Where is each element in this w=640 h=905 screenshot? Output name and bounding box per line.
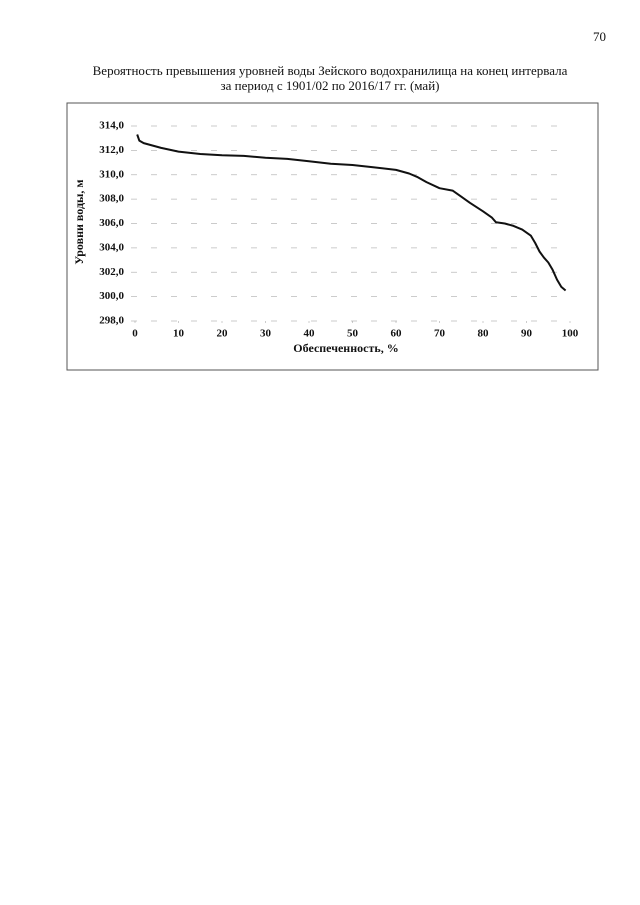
y-axis-label: Уровни воды, м: [72, 179, 86, 264]
y-tick-label: 298,0: [99, 315, 124, 327]
data-line: [136, 134, 567, 292]
x-tick-label: 100: [562, 328, 579, 340]
x-tick-label: 30: [260, 328, 272, 340]
y-tick-label: 300,0: [99, 290, 124, 302]
x-tick-label: 50: [347, 328, 359, 340]
y-tick-label: 314,0: [99, 120, 124, 132]
page-number: 70: [593, 29, 606, 44]
x-tick-label: 60: [391, 328, 403, 340]
x-tick-label: 0: [132, 328, 138, 340]
x-tick-label: 20: [217, 328, 229, 340]
chart-frame: [66, 102, 599, 371]
x-axis-label: Обеспеченность, %: [293, 341, 398, 355]
y-tick-label: 304,0: [99, 241, 124, 253]
chart-title: за период с 1901/02 по 2016/17 гг. (май): [220, 78, 439, 93]
y-tick-label: 312,0: [99, 144, 124, 156]
y-tick-label: 306,0: [99, 217, 124, 229]
x-tick-label: 40: [304, 328, 316, 340]
y-tick-label: 308,0: [99, 193, 124, 205]
x-tick-label: 10: [173, 328, 185, 340]
y-tick-label: 310,0: [99, 168, 124, 180]
x-tick-label: 90: [521, 328, 533, 340]
chart-title: Вероятность превышения уровней воды Зейс…: [93, 63, 568, 78]
x-tick-label: 80: [478, 328, 490, 340]
y-tick-label: 302,0: [99, 266, 124, 278]
x-tick-label: 70: [434, 328, 446, 340]
